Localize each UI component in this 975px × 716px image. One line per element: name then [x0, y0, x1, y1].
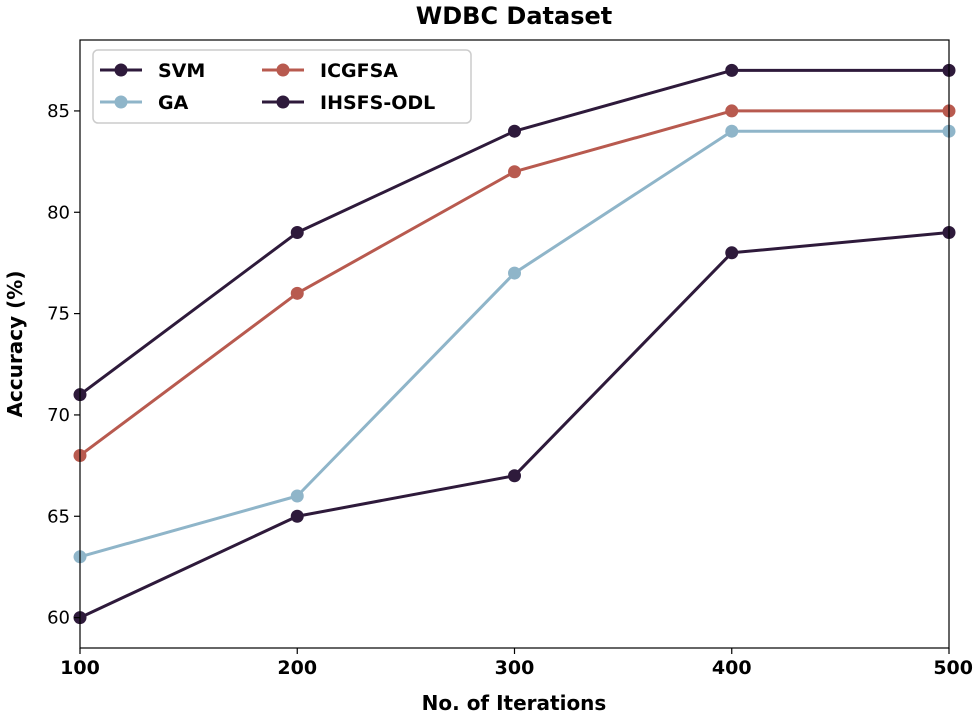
- legend-item-icgfsa: ICGFSA: [262, 60, 398, 82]
- data-point: [725, 124, 739, 138]
- data-point: [508, 124, 521, 138]
- y-tick-label: 75: [47, 304, 70, 325]
- x-tick-label: 200: [277, 657, 317, 679]
- data-point: [725, 104, 739, 118]
- legend-box: [92, 49, 472, 124]
- legend-marker: [276, 95, 290, 109]
- legend-label: GA: [158, 92, 189, 114]
- x-tick-label: 500: [933, 657, 973, 679]
- y-axis-label: Accuracy (%): [3, 271, 27, 418]
- data-point: [290, 226, 304, 240]
- legend-marker: [114, 63, 128, 77]
- data-point: [290, 509, 304, 523]
- x-tick-label: 400: [712, 657, 752, 679]
- legend: SVM GA ICGFSA IHSFS-ODL: [92, 49, 472, 124]
- y-tick-label: 65: [47, 506, 70, 527]
- data-point: [290, 286, 304, 300]
- y-tick-label: 80: [47, 202, 70, 223]
- chart-title: WDBC Dataset: [416, 2, 612, 30]
- legend-item-ihsfs-odl: IHSFS-ODL: [262, 92, 435, 114]
- legend-label: SVM: [158, 60, 205, 82]
- data-point: [508, 165, 521, 179]
- legend-marker: [114, 95, 128, 109]
- series-line: [79, 129, 949, 559]
- data-point: [725, 246, 739, 260]
- y-tick-label: 60: [47, 608, 70, 629]
- data-point: [725, 63, 739, 77]
- legend-marker: [276, 63, 290, 77]
- legend-label: IHSFS-ODL: [320, 92, 435, 114]
- series-icgfsa: [73, 104, 956, 462]
- legend-label: ICGFSA: [320, 60, 398, 82]
- series-ga: [73, 124, 956, 564]
- series-line: [79, 231, 950, 619]
- x-tick-label: 300: [495, 657, 535, 679]
- data-point: [508, 266, 521, 280]
- legend-item-ga: GA: [100, 92, 189, 114]
- plot-area: [73, 63, 956, 625]
- x-tick-label: 100: [60, 657, 100, 679]
- series-svm: [73, 226, 956, 625]
- legend-item-svm: SVM: [100, 60, 205, 82]
- data-point: [290, 489, 304, 503]
- x-axis-label: No. of Iterations: [422, 691, 607, 715]
- data-point: [508, 469, 521, 483]
- axes: 60 65 70 75 80 85 100 200 300 400 500: [47, 101, 973, 679]
- y-tick-label: 70: [47, 405, 70, 426]
- y-tick-label: 85: [47, 101, 70, 122]
- series-line: [79, 109, 949, 457]
